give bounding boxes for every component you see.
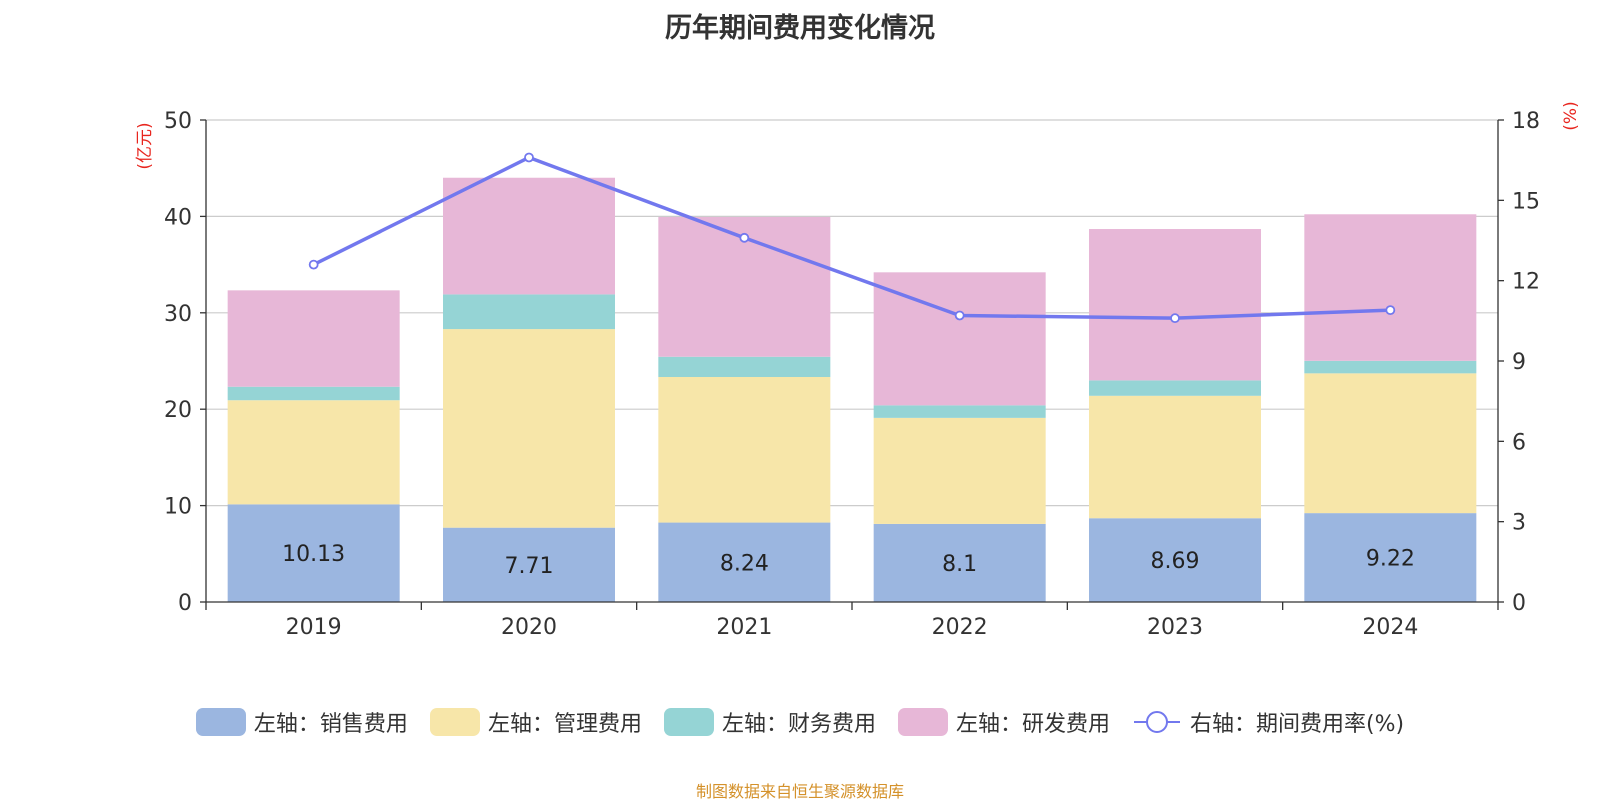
legend-swatch [429,708,480,736]
bar-segment [873,417,1046,524]
rate-point [739,232,750,243]
legend: 左轴：销售费用 左轴：管理费用 左轴：财务费用 左轴：研发费用 右轴：期间费用率(%) [0,706,1600,738]
rate-point [308,259,319,270]
legend-label: 左轴：财务费用 [721,712,876,737]
bar-data-label: 8.24 [720,551,769,576]
legend-item[interactable]: 左轴：销售费用 [195,706,408,738]
bar-segment [227,290,400,387]
x-axis-tick-label: 2022 [932,615,988,640]
bar-data-label: 7.71 [505,554,554,579]
legend-label: 左轴：管理费用 [487,712,642,737]
legend-item[interactable]: 左轴：管理费用 [429,706,642,738]
right-axis-tick-label: 15 [1512,189,1540,214]
bar-segment [443,329,615,528]
bar-segment [658,377,831,523]
bar-segment [1304,360,1477,374]
bar-segment [227,504,400,602]
bar-segment [227,386,400,401]
bar-segment [1304,373,1477,514]
bar-segment [443,177,615,295]
bar-segment [658,356,831,378]
x-axis-tick-label: 2023 [1147,615,1203,640]
bar-segment [1089,229,1261,381]
bar-data-label: 8.69 [1151,549,1200,574]
bar-data-label: 9.22 [1366,547,1415,572]
right-axis-tick-label: 9 [1512,350,1526,375]
left-axis-tick-label: 0 [178,591,192,616]
bar-segment [873,523,1046,602]
right-axis-tick-label: 0 [1512,591,1526,616]
bar-segment [443,527,615,602]
legend-swatch [195,708,246,736]
bar-segment [658,522,831,602]
bars-layer [227,177,1477,602]
legend-label: 左轴：销售费用 [253,712,408,737]
left-axis-tick-label: 10 [164,495,192,520]
right-axis-tick-label: 12 [1512,270,1540,295]
right-axis-tick-label: 3 [1512,511,1526,536]
legend-label: 右轴：期间费用率(%) [1189,712,1405,737]
legend-item[interactable]: 右轴：期间费用率(%) [1132,706,1404,738]
bar-data-label: 8.1 [942,552,977,577]
left-axis-tick-label: 40 [164,205,192,230]
rate-point [1170,313,1180,324]
left-axis-tick-label: 50 [164,109,192,134]
bar-segment [873,405,1046,418]
bar-segment [227,400,400,505]
legend-swatch [663,708,714,736]
legend-item[interactable]: 左轴：研发费用 [897,706,1110,738]
label-layer: 10.13 7.71 8.24 8.1 8.69 9.22 [282,542,1415,579]
legend-label: 左轴：研发费用 [955,712,1110,737]
source-note: 制图数据来自恒生聚源数据库 [695,782,904,801]
rate-point [1385,305,1396,316]
x-axis-tick-label: 2019 [286,615,342,640]
axis-layer: 0 10 20 30 40 50 0 3 6 9 12 15 18 (亿元) (%) 2019 2020 2021… [135,101,1581,640]
right-axis-tick-label: 18 [1512,109,1540,134]
rate-line [312,155,1391,320]
right-axis-tick-label: 6 [1512,430,1526,455]
legend-swatch [897,708,948,736]
rate-point [524,152,534,163]
rate-point [954,310,965,321]
x-axis-tick-label: 2024 [1362,615,1418,640]
bar-segment [1304,214,1477,361]
bar-segment [1089,380,1261,396]
left-axis-unit: (亿元) [135,122,155,169]
x-axis-tick-label: 2021 [716,615,772,640]
bar-segment [1089,395,1261,519]
line-layer [308,152,1396,324]
bar-segment [443,294,615,330]
x-axis-tick-label: 2020 [501,615,557,640]
legend-line-icon [1133,711,1180,733]
right-axis-unit: (%) [1561,101,1581,130]
bar-segment [1304,513,1477,602]
chart-title: 历年期间费用变化情况 [665,13,935,44]
bar-data-label: 10.13 [282,542,345,567]
legend-item[interactable]: 左轴：财务费用 [663,706,876,738]
left-axis-tick-label: 30 [164,302,192,327]
left-axis-tick-label: 20 [164,398,192,423]
bar-segment [1089,518,1261,602]
